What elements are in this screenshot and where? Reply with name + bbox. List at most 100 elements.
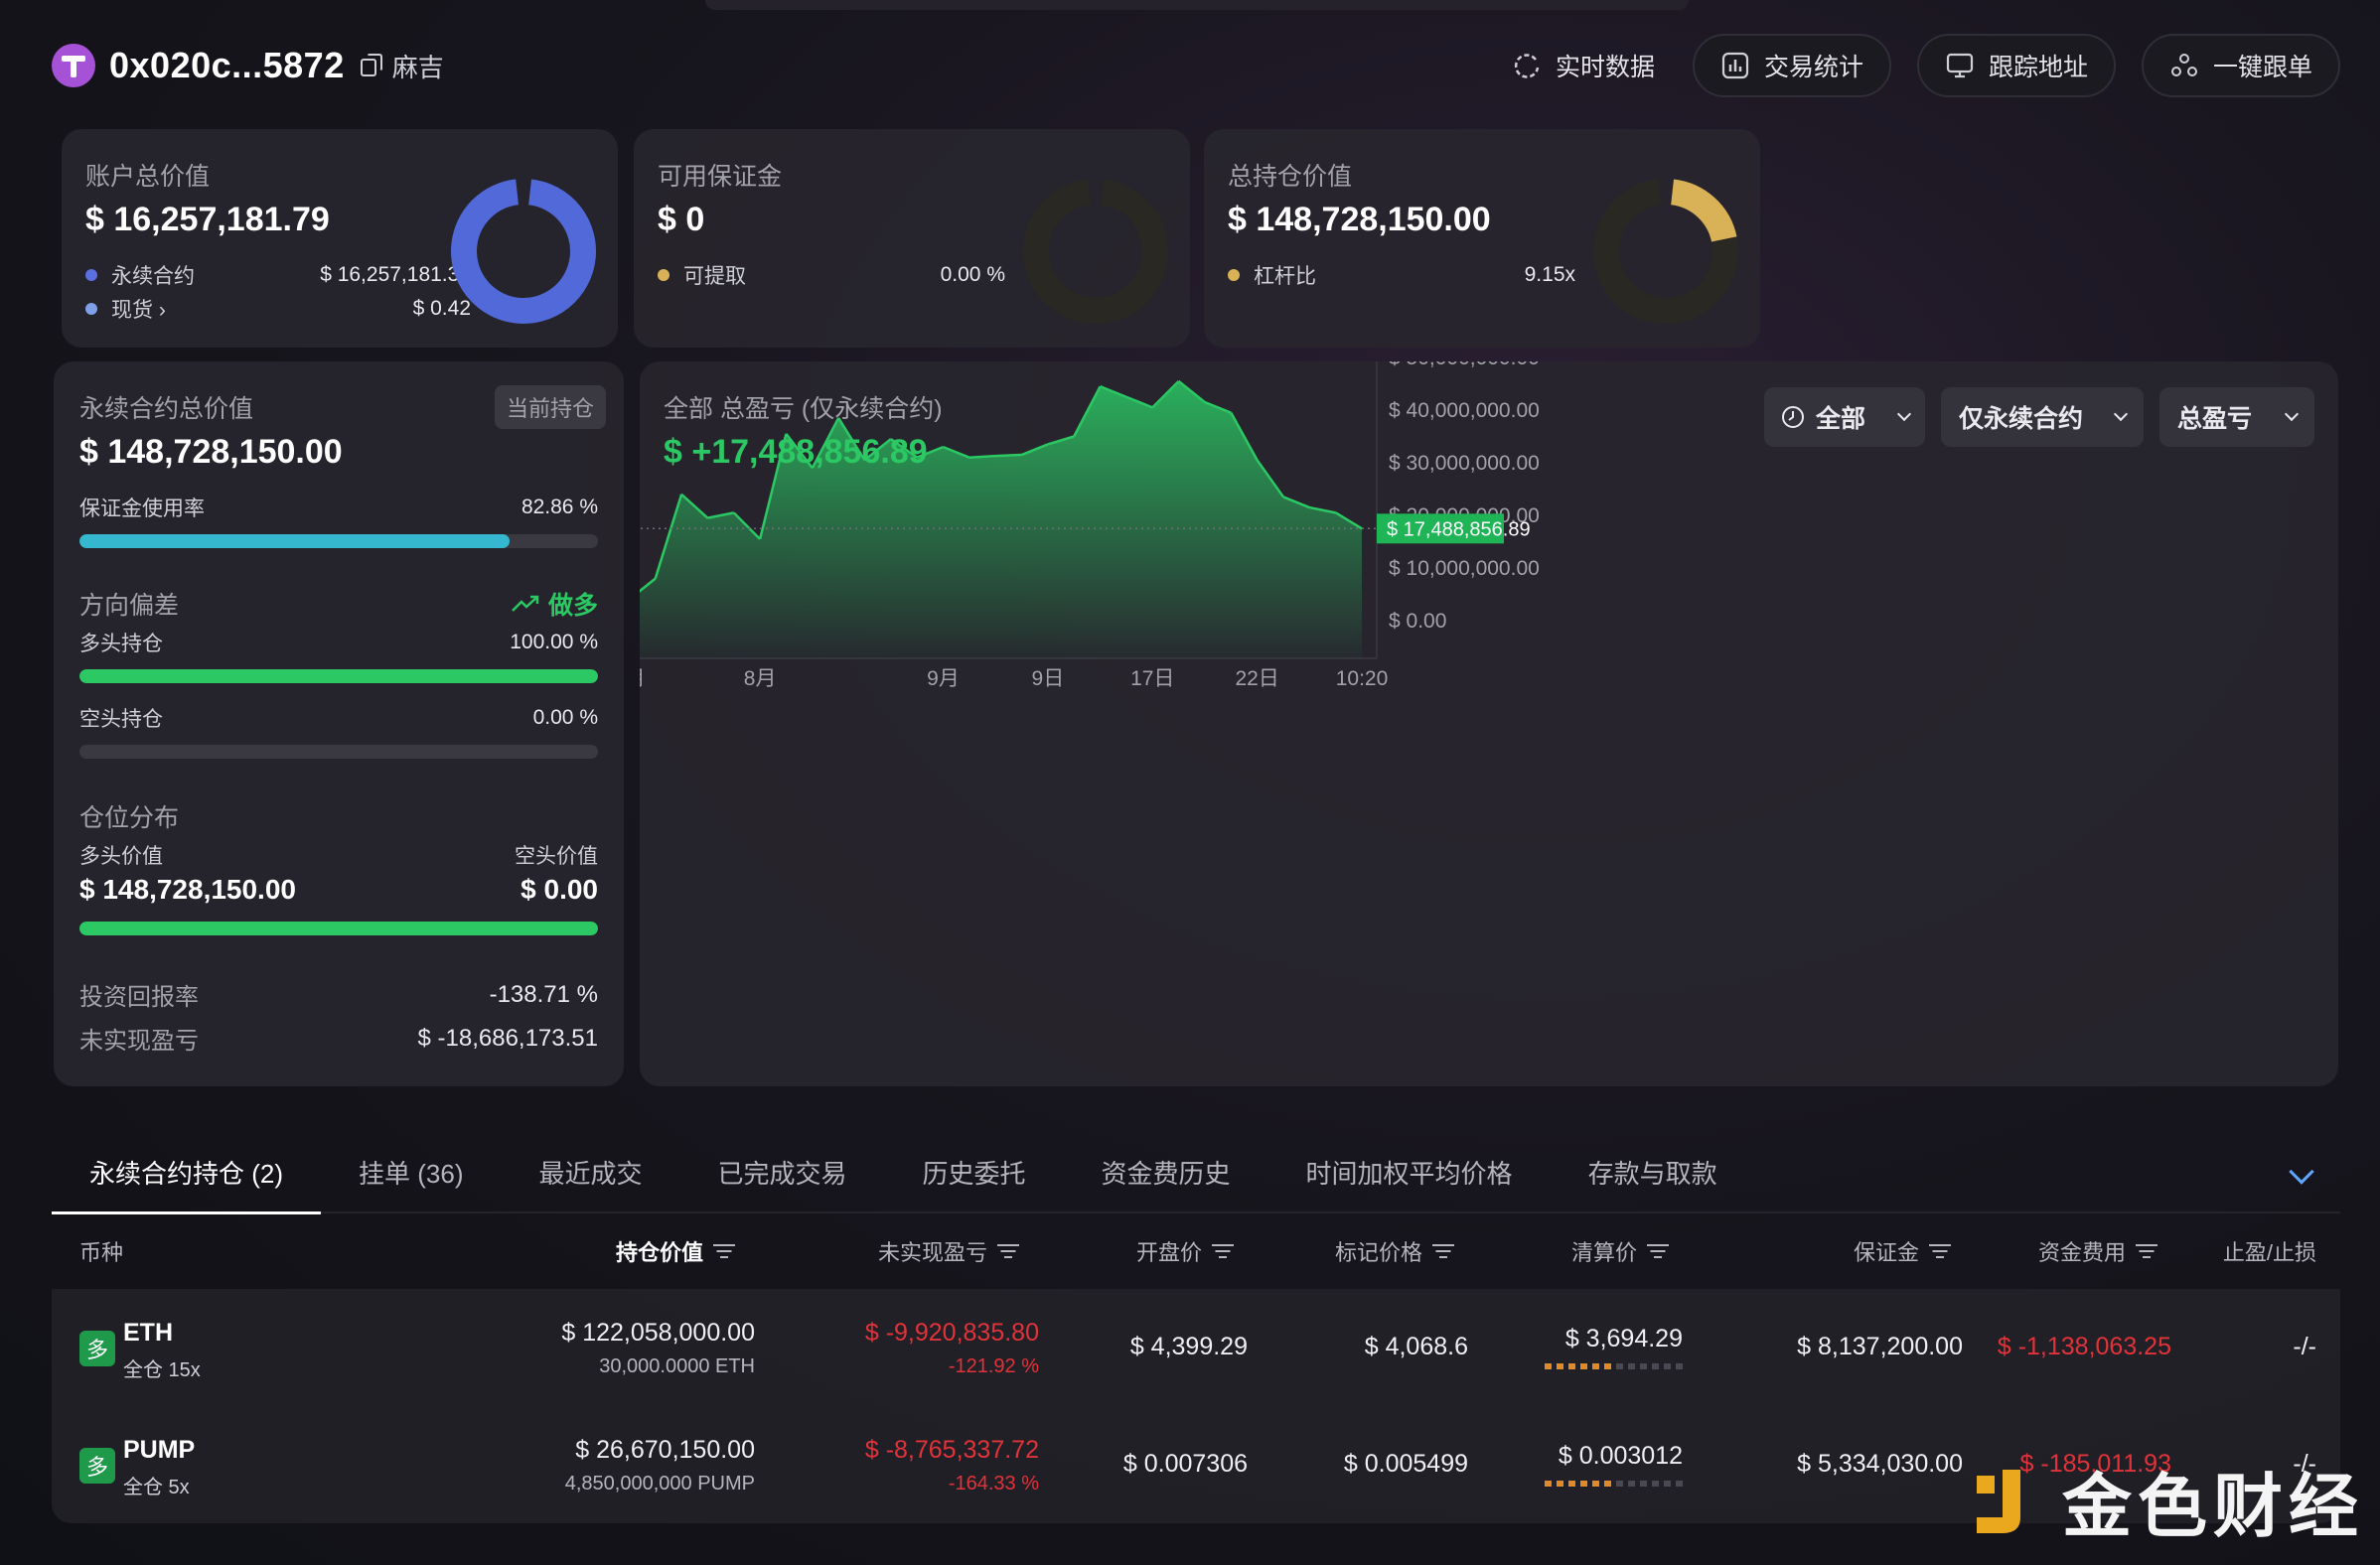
risk-segment: [1557, 1363, 1563, 1369]
header: 0x020c...5872 麻吉 实时数据 交易统计 跟踪地址 一键跟单: [52, 34, 2340, 97]
x-tick-label: 7月: [640, 667, 646, 690]
positions-table-header: 币种 持仓价值 未实现盈亏 开盘价 标记价格 清算价 保证金 资金费用 止盈/止…: [52, 1213, 2340, 1289]
open-price: $ 4,399.29: [1129, 1333, 1248, 1360]
pnl-line-segment: [732, 511, 762, 540]
y-tick-label: $ 50,000,000.00: [1389, 361, 1540, 369]
long-side-badge: 多: [79, 1331, 115, 1366]
trade-stats-button[interactable]: 交易统计: [1692, 34, 1891, 97]
tab-open-orders[interactable]: 挂单 (36): [359, 1158, 464, 1189]
mark-price: $ 0.005499: [1343, 1450, 1468, 1478]
bias-value: 做多: [547, 592, 598, 620]
pnl-line-segment: [640, 577, 657, 593]
risk-segment: [1580, 1363, 1587, 1369]
pnl-line-segment: [654, 494, 683, 579]
account-value-amount: $ 16,257,181.79: [85, 201, 330, 238]
current-positions-button[interactable]: 当前持仓: [494, 385, 606, 429]
coin-name: ETH: [123, 1319, 173, 1347]
donut-segment: [451, 179, 596, 324]
account-value-title: 账户总价值: [85, 163, 211, 191]
coin-cell: ETH 全仓 15x: [123, 1319, 201, 1382]
risk-segment: [1604, 1481, 1611, 1487]
account-value-card: 账户总价值 $ 16,257,181.79 永续合约 $ 16,257,181.…: [62, 129, 618, 348]
pnl-line-segment: [707, 511, 735, 519]
risk-segment: [1640, 1481, 1647, 1487]
bias-indicator: 做多: [511, 586, 598, 622]
copy-trade-label: 一键跟单: [2212, 54, 2312, 81]
table-row[interactable]: 多 ETH 全仓 15x $ 122,058,000.00 30,000.000…: [52, 1289, 2340, 1406]
col-mark-price[interactable]: 标记价格: [1335, 1235, 1454, 1267]
col-tpsl: 止盈/止损: [2222, 1240, 2316, 1265]
tab-recent-fills[interactable]: 最近成交: [538, 1158, 643, 1189]
tab-funding-history[interactable]: 资金费历史: [1101, 1158, 1231, 1189]
withdrawable-value: 0.00 %: [940, 263, 1005, 286]
col-liq-price[interactable]: 清算价: [1571, 1235, 1669, 1267]
margin-usage-fill: [79, 534, 510, 548]
pnl-line-segment: [1125, 395, 1153, 409]
track-address-button[interactable]: 跟踪地址: [1916, 34, 2116, 97]
position-value-title: 总持仓价值: [1228, 163, 1353, 191]
bias-label: 方向偏差: [79, 592, 180, 620]
range-filter-dropdown[interactable]: 全部: [1764, 387, 1925, 447]
margin-donut: [1023, 179, 1168, 324]
tab-twap[interactable]: 时间加权平均价格: [1305, 1158, 1513, 1189]
donut-track: [1023, 179, 1168, 324]
sort-icon: [1212, 1244, 1234, 1258]
risk-segment: [1652, 1481, 1659, 1487]
risk-segment: [1616, 1481, 1623, 1487]
available-margin-title: 可用保证金: [658, 163, 783, 191]
trade-stats-label: 交易统计: [1763, 54, 1863, 81]
account-spot-row[interactable]: 现货 › $ 0.42: [85, 294, 471, 324]
risk-segment: [1676, 1481, 1683, 1487]
collapse-toggle[interactable]: [2283, 1153, 2320, 1191]
col-funding[interactable]: 资金费用: [2038, 1235, 2157, 1267]
tpsl-value[interactable]: -/-: [2293, 1450, 2316, 1478]
pnl-line-segment: [1230, 412, 1259, 461]
liq-price: $ 0.003012: [1558, 1442, 1683, 1470]
coin-name: PUMP: [123, 1436, 196, 1464]
col-open-price[interactable]: 开盘价: [1136, 1235, 1234, 1267]
risk-segment: [1545, 1363, 1552, 1369]
coin-cell: PUMP 全仓 5x: [123, 1436, 195, 1499]
short-position-label: 空头持仓: [79, 708, 163, 731]
position-size: 4,850,000,000 PUMP: [564, 1473, 755, 1494]
leverage-label: 杠杆比: [1254, 265, 1316, 288]
tab-perp-positions[interactable]: 永续合约持仓 (2): [52, 1131, 322, 1214]
tpsl-value[interactable]: -/-: [2293, 1333, 2316, 1360]
risk-segment: [1557, 1481, 1563, 1487]
col-position-value[interactable]: 持仓价值: [616, 1235, 735, 1267]
long-worth-value: $ 148,728,150.00: [79, 874, 296, 905]
account-donut: [451, 179, 596, 324]
risk-segment: [1545, 1481, 1552, 1487]
unrealized-pnl-pct: -121.92 %: [948, 1355, 1039, 1377]
risk-segment: [1664, 1363, 1671, 1369]
realtime-data-label: 实时数据: [1555, 54, 1655, 81]
table-row[interactable]: 多 PUMP 全仓 5x $ 26,670,150.00 4,850,000,0…: [52, 1406, 2340, 1523]
pnl-line-segment: [785, 433, 814, 470]
market-filter-dropdown[interactable]: 仅永续合约: [1941, 387, 2144, 447]
y-tick-label: $ 10,000,000.00: [1389, 557, 1540, 580]
current-value-tag-label: $ 17,488,856.89: [1387, 518, 1531, 540]
roi-row: 投资回报率 -138.71 %: [79, 977, 598, 1012]
pnl-area-chart[interactable]: $ 50,000,000.00 $ 40,000,000.00 $ 30,000,0…: [640, 361, 2338, 1086]
pnl-line-segment: [863, 438, 892, 462]
margin-mode: 全仓 15x: [123, 1359, 201, 1381]
metric-filter-label: 总盈亏: [2177, 405, 2253, 433]
copy-icon[interactable]: [360, 54, 382, 77]
col-unrealized-pnl[interactable]: 未实现盈亏: [878, 1235, 1019, 1267]
pnl-area-fill: [640, 380, 1362, 658]
x-tick-label: 22日: [1235, 667, 1278, 690]
x-tick-label: 9日: [1032, 667, 1065, 690]
pnl-line-segment: [1177, 379, 1206, 404]
tab-order-history[interactable]: 历史委托: [922, 1158, 1026, 1189]
roi-value: -138.71 %: [489, 980, 598, 1008]
metric-filter-dropdown[interactable]: 总盈亏: [2159, 387, 2314, 447]
pnl-line-segment: [1335, 511, 1363, 530]
risk-segment: [1580, 1481, 1587, 1487]
tab-deposits-withdrawals[interactable]: 存款与取款: [1587, 1158, 1717, 1189]
realtime-data-button[interactable]: 实时数据: [1500, 34, 1667, 97]
tab-completed-trades[interactable]: 已完成交易: [717, 1158, 847, 1189]
copy-trade-button[interactable]: 一键跟单: [2141, 34, 2340, 97]
x-tick-label: 8月: [744, 667, 777, 690]
col-margin[interactable]: 保证金: [1854, 1235, 1951, 1267]
trend-up-icon: [512, 595, 539, 612]
